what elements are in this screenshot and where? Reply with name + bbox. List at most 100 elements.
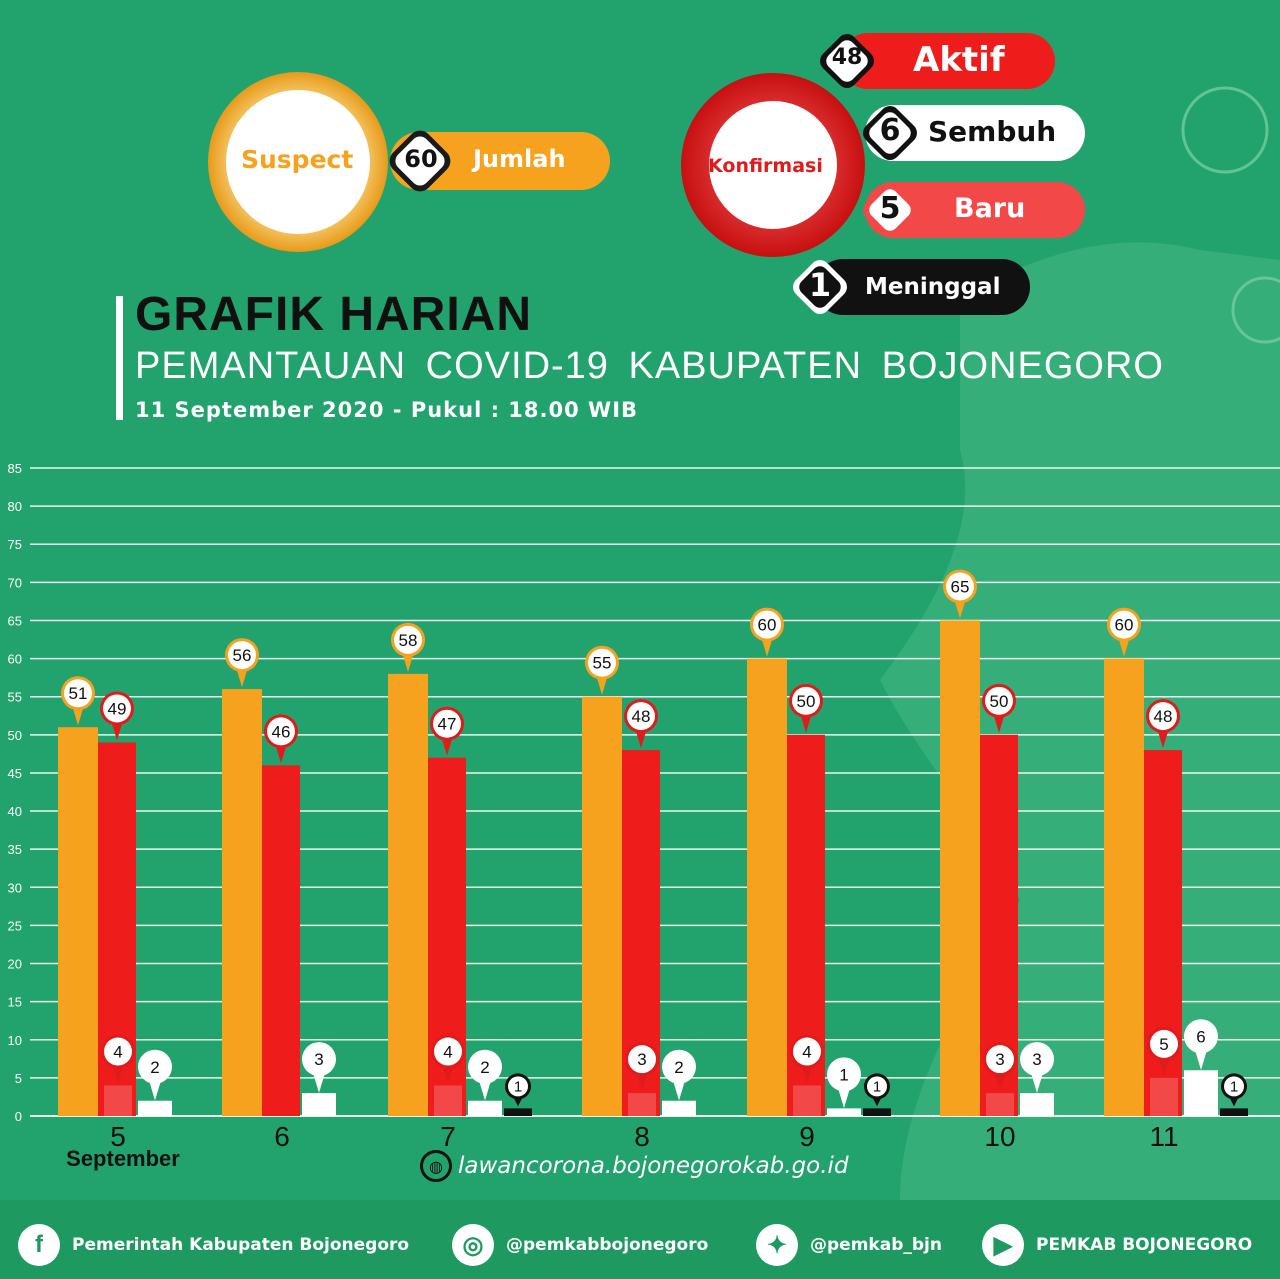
data-label: 6	[1196, 1027, 1205, 1046]
konfirmasi-inner-circle	[709, 101, 837, 229]
data-label: 60	[758, 616, 777, 635]
y-tick-label: 70	[8, 575, 22, 590]
bar-sembuh	[468, 1100, 502, 1116]
data-label: 47	[438, 715, 457, 734]
data-pin	[433, 709, 461, 738]
aktif-value: 48	[831, 45, 863, 70]
data-label: 56	[233, 646, 252, 665]
data-pin	[1149, 702, 1177, 731]
globe-icon: ◍	[420, 1150, 452, 1182]
data-label: 60	[1115, 616, 1134, 635]
suspect-value: 60	[404, 145, 438, 173]
footer-bar	[0, 1200, 1280, 1279]
meninggal-value: 1	[808, 266, 832, 304]
data-pin	[1110, 610, 1138, 639]
y-tick-label: 85	[8, 461, 22, 476]
data-pin	[946, 572, 974, 601]
y-tick-label: 35	[8, 842, 22, 857]
bar-baru	[628, 1093, 656, 1116]
footer-instagram[interactable]: ◎ @pemkabbojonegoro	[452, 1224, 708, 1266]
website-link[interactable]: ◍ lawancorona.bojonegorokab.go.id	[420, 1150, 849, 1182]
data-pin-tail	[442, 1063, 454, 1084]
data-pin	[103, 694, 131, 723]
aktif-pill	[840, 33, 1055, 89]
facebook-icon: f	[18, 1224, 60, 1266]
y-tick-label: 25	[8, 918, 22, 933]
footer-youtube[interactable]: ▶ PEMKAB BOJONEGORO	[982, 1224, 1252, 1266]
bar-meninggal	[1220, 1108, 1248, 1116]
data-pin-tail	[993, 712, 1005, 733]
chart-title: GRAFIK HARIAN	[135, 288, 532, 341]
website-label: lawancorona.bojonegorokab.go.id	[458, 1153, 849, 1179]
bar-meninggal	[863, 1108, 891, 1116]
data-pin-tail	[402, 651, 414, 672]
data-label: 3	[1032, 1050, 1041, 1069]
data-label: 2	[674, 1058, 683, 1077]
y-tick-label: 10	[8, 1033, 22, 1048]
data-pin	[628, 1045, 656, 1074]
sembuh-pill	[865, 105, 1085, 161]
baru-diamond-inner	[869, 189, 911, 231]
data-label: 1	[1230, 1078, 1238, 1095]
data-pin-tail	[761, 636, 773, 657]
x-tick-label: 10	[984, 1121, 1015, 1152]
y-tick-label: 55	[8, 690, 22, 705]
data-pin	[829, 1059, 859, 1089]
bar-suspect	[58, 727, 98, 1116]
data-label: 3	[637, 1050, 646, 1069]
bar-suspect	[1104, 658, 1144, 1116]
data-label: 2	[150, 1058, 159, 1077]
bar-baru	[434, 1085, 462, 1116]
virus-icon	[1181, 86, 1280, 344]
y-tick-label: 30	[8, 880, 22, 895]
data-pin-tail	[72, 705, 84, 726]
baru-value: 5	[879, 191, 901, 226]
footer-facebook-label: Pemerintah Kabupaten Bojonegoro	[72, 1235, 410, 1255]
data-pin-tail	[236, 667, 248, 688]
suspect-label: Suspect	[241, 145, 354, 174]
data-pin-tail	[635, 728, 647, 749]
data-label: 1	[873, 1078, 881, 1095]
data-pin	[1022, 1044, 1052, 1074]
bar-sembuh	[1020, 1093, 1054, 1116]
meninggal-pill	[815, 259, 1030, 315]
meninggal-label: Meninggal	[865, 274, 1001, 300]
data-pin	[304, 1044, 334, 1074]
baru-label: Baru	[954, 193, 1026, 224]
suspect-summary	[208, 72, 610, 252]
instagram-icon: ◎	[452, 1224, 494, 1266]
meninggal-diamond-inner	[799, 266, 841, 308]
footer-twitter[interactable]: ✦ @pemkab_bjn	[756, 1224, 942, 1266]
data-pin	[792, 686, 820, 715]
y-tick-label: 60	[8, 652, 22, 667]
bar-sembuh	[302, 1093, 336, 1116]
data-label: 51	[69, 684, 88, 703]
data-label: 65	[951, 577, 970, 596]
baru-pill	[865, 182, 1085, 238]
footer-facebook[interactable]: f Pemerintah Kabupaten Bojonegoro	[18, 1224, 409, 1266]
data-pin	[753, 610, 781, 639]
x-month-label: September	[66, 1146, 180, 1171]
footer-instagram-label: @pemkabbojonegoro	[506, 1235, 709, 1255]
data-label: 48	[632, 707, 651, 726]
data-pin	[793, 1037, 821, 1066]
bar-sembuh	[662, 1100, 696, 1116]
data-pin-tail	[800, 712, 812, 733]
x-tick-label: 9	[799, 1121, 815, 1152]
data-pin-tail	[954, 598, 966, 619]
bar-suspect	[940, 620, 980, 1116]
bar-sembuh	[1184, 1070, 1218, 1116]
data-label: 49	[108, 699, 127, 718]
bar-aktif	[262, 765, 300, 1116]
x-tick-label: 5	[110, 1121, 126, 1152]
y-tick-label: 5	[15, 1071, 22, 1086]
data-pin	[867, 1076, 887, 1097]
data-pin	[140, 1052, 170, 1082]
data-label: 3	[314, 1050, 323, 1069]
bar-sembuh	[138, 1100, 172, 1116]
data-label: 48	[1154, 707, 1173, 726]
data-pin	[1224, 1076, 1244, 1097]
y-tick-label: 15	[8, 995, 22, 1010]
data-label: 3	[995, 1050, 1004, 1069]
